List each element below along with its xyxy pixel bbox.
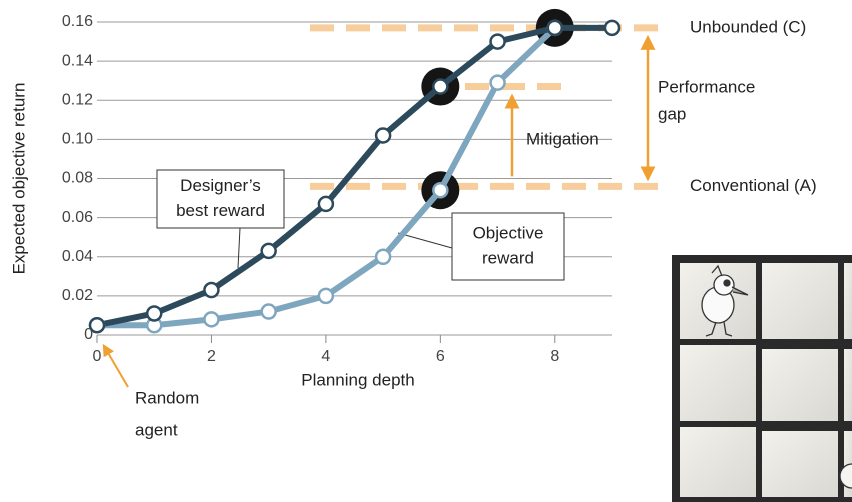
y-tick-label: 0.16: [62, 13, 93, 30]
y-tick-label: 0.02: [62, 287, 93, 304]
data-point: [203, 281, 220, 299]
annotation: agent: [135, 420, 178, 439]
tile: [762, 431, 838, 497]
grid-world-illustration: [672, 255, 852, 502]
plot: 0 0.02 0.04 0.06 0.08 0.10 0.12 0.14 0.16 0 2 4 6 8 Pl…: [9, 8, 817, 439]
callout-pointer: [237, 227, 241, 269]
object-icon: [839, 463, 852, 489]
data-point: [317, 287, 335, 305]
data-point: [260, 242, 277, 260]
x-axis-label: Planning depth: [301, 370, 414, 389]
data-point: [88, 316, 106, 334]
data-point: [432, 181, 449, 199]
reference-label: Conventional (A): [690, 176, 817, 195]
annotation: gap: [658, 104, 686, 123]
y-tick-label: 0.12: [62, 91, 93, 108]
x-tick-label: 2: [207, 348, 216, 365]
x-tick-label: 6: [436, 348, 445, 365]
legend-label: Objective: [473, 223, 544, 242]
callout-box: [156, 169, 285, 229]
data-point: [489, 33, 506, 50]
data-point: [546, 19, 564, 37]
data-point: [317, 195, 335, 213]
data-point: [374, 127, 392, 144]
data-point: [203, 311, 220, 328]
random-agent-arrow: [102, 343, 129, 388]
reference-label: Unbounded (C): [690, 17, 806, 36]
x-tick-label: 0: [93, 348, 102, 365]
y-tick-label: 0.06: [62, 209, 93, 226]
data-point: [489, 74, 506, 91]
data-point: [432, 78, 449, 95]
y-tick-label: 0.14: [62, 52, 93, 69]
legend-label: best reward: [176, 201, 265, 220]
y-tick-label: 0.04: [62, 248, 93, 265]
data-point: [260, 303, 277, 320]
tile: [762, 349, 838, 421]
legend-label: Designer’s: [180, 176, 261, 195]
x-tick-label: 8: [550, 348, 559, 365]
series-line: [96, 24, 612, 329]
tile: [844, 263, 852, 339]
tile: [680, 345, 756, 421]
annotation: Performance: [658, 77, 755, 96]
data-point: [145, 305, 163, 322]
tile: [844, 349, 852, 421]
callout-pointer: [397, 232, 453, 249]
tile: [680, 427, 756, 497]
y-tick-label: 0: [84, 326, 93, 343]
data-point: [374, 248, 392, 265]
y-tick-label: 0.08: [62, 170, 93, 187]
callout-box: [451, 212, 565, 281]
annotation: Mitigation: [526, 129, 599, 148]
y-axis-label: Expected objective return: [9, 83, 28, 275]
legend-label: reward: [482, 248, 534, 267]
bird-icon: [701, 264, 749, 337]
x-tick-label: 4: [321, 348, 330, 365]
y-tick-label: 0.10: [62, 131, 93, 148]
annotation: Random: [135, 388, 199, 407]
tile: [762, 263, 838, 339]
data-point: [603, 19, 621, 37]
